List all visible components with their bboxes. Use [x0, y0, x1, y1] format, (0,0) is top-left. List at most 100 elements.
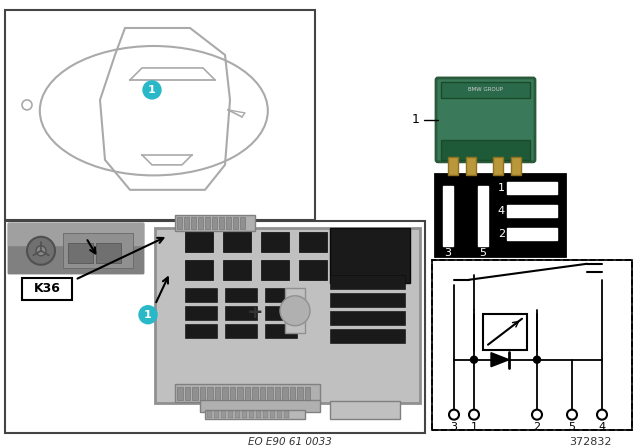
- Bar: [223, 260, 251, 280]
- Text: 2: 2: [498, 229, 505, 239]
- Bar: [285, 288, 305, 333]
- Bar: [478, 186, 488, 246]
- Text: 1: 1: [144, 310, 152, 320]
- Circle shape: [139, 306, 157, 324]
- Bar: [265, 306, 297, 320]
- Bar: [8, 223, 143, 273]
- Bar: [222, 387, 227, 400]
- Bar: [63, 233, 133, 268]
- Bar: [275, 387, 280, 400]
- Bar: [225, 324, 257, 338]
- Bar: [443, 186, 453, 246]
- Bar: [175, 215, 255, 231]
- Bar: [240, 217, 245, 229]
- Circle shape: [27, 237, 55, 265]
- Circle shape: [534, 356, 541, 363]
- Text: 5: 5: [568, 422, 575, 431]
- Bar: [289, 387, 295, 400]
- Text: +: +: [247, 303, 263, 322]
- Bar: [277, 411, 282, 418]
- Bar: [225, 288, 257, 302]
- Circle shape: [470, 356, 477, 363]
- Text: 1: 1: [148, 85, 156, 95]
- Bar: [235, 411, 240, 418]
- Bar: [282, 387, 287, 400]
- Bar: [337, 232, 365, 252]
- Text: 1: 1: [470, 422, 477, 431]
- Circle shape: [143, 81, 161, 99]
- Bar: [68, 243, 93, 263]
- Bar: [5, 221, 425, 433]
- Bar: [242, 411, 247, 418]
- Bar: [184, 217, 189, 229]
- Bar: [448, 157, 458, 175]
- Bar: [200, 387, 205, 400]
- Circle shape: [36, 246, 46, 256]
- Text: 5: 5: [479, 248, 486, 258]
- Bar: [330, 401, 400, 418]
- Bar: [441, 140, 530, 160]
- Bar: [299, 260, 327, 280]
- Bar: [432, 260, 632, 430]
- Bar: [237, 387, 243, 400]
- Bar: [96, 243, 121, 263]
- Bar: [205, 217, 210, 229]
- Bar: [270, 411, 275, 418]
- Bar: [305, 387, 310, 400]
- Bar: [185, 288, 217, 302]
- Bar: [192, 387, 198, 400]
- Bar: [233, 217, 238, 229]
- Bar: [22, 278, 72, 300]
- Bar: [205, 409, 305, 418]
- Bar: [507, 228, 557, 240]
- Bar: [207, 411, 212, 418]
- Bar: [265, 324, 297, 338]
- Bar: [177, 217, 182, 229]
- Bar: [299, 232, 327, 252]
- Bar: [261, 232, 289, 252]
- Bar: [267, 387, 273, 400]
- Circle shape: [532, 409, 542, 420]
- Text: 372832: 372832: [569, 437, 611, 447]
- Circle shape: [567, 409, 577, 420]
- Circle shape: [449, 409, 459, 420]
- Bar: [230, 387, 235, 400]
- Bar: [175, 383, 320, 402]
- Bar: [466, 157, 476, 175]
- Bar: [200, 400, 320, 412]
- Bar: [185, 306, 217, 320]
- Text: BMW GROUP: BMW GROUP: [467, 87, 502, 92]
- Bar: [155, 228, 420, 403]
- Bar: [507, 182, 557, 194]
- Bar: [207, 387, 212, 400]
- Bar: [261, 260, 289, 280]
- Bar: [507, 205, 557, 217]
- Bar: [185, 324, 217, 338]
- Bar: [441, 82, 530, 98]
- Bar: [191, 217, 196, 229]
- Text: 1: 1: [498, 183, 505, 193]
- Bar: [432, 260, 632, 430]
- Bar: [284, 411, 289, 418]
- Bar: [435, 174, 565, 256]
- Bar: [249, 411, 254, 418]
- Text: 3: 3: [451, 422, 458, 431]
- Bar: [214, 411, 219, 418]
- Bar: [259, 387, 265, 400]
- Circle shape: [280, 296, 310, 326]
- Text: 2: 2: [533, 422, 541, 431]
- Bar: [219, 217, 224, 229]
- Bar: [212, 217, 217, 229]
- Bar: [493, 157, 503, 175]
- Bar: [185, 260, 213, 280]
- Text: 4: 4: [498, 206, 505, 216]
- Bar: [221, 411, 226, 418]
- Bar: [223, 232, 251, 252]
- Bar: [330, 275, 405, 289]
- Circle shape: [469, 409, 479, 420]
- Bar: [198, 217, 203, 229]
- Polygon shape: [491, 353, 509, 367]
- Bar: [184, 387, 190, 400]
- Text: 4: 4: [598, 422, 605, 431]
- Bar: [483, 314, 527, 350]
